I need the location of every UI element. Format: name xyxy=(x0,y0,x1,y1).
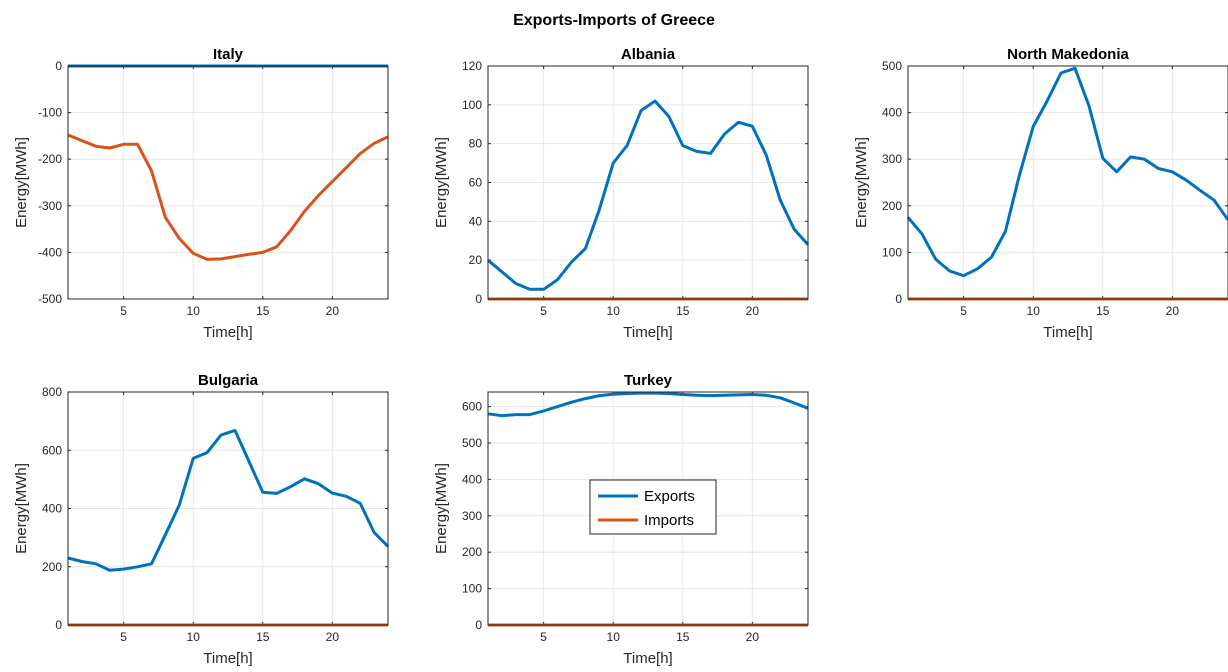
y-tick-label: 300 xyxy=(882,152,902,166)
y-tick-label: 400 xyxy=(882,106,902,120)
subplots: 5 10 15 20 -500 -400 -300 -200 -100 0 Italy Time[h]… xyxy=(13,46,1228,667)
subplot-title: Italy xyxy=(213,46,244,63)
y-tick-label: 80 xyxy=(469,137,483,151)
axes-box xyxy=(67,65,389,300)
axes-box xyxy=(67,391,389,626)
y-tick-label: 40 xyxy=(469,214,483,228)
x-axis-label: Time[h] xyxy=(1043,324,1092,341)
y-tick-label: -300 xyxy=(38,199,62,213)
series-line-exports xyxy=(487,391,809,418)
subplot-bulgaria: 5 10 15 200200400600800BulgariaTime[h]Energ… xyxy=(13,372,390,667)
subplot-title: Bulgaria xyxy=(198,372,259,389)
series-line-exports xyxy=(67,428,390,572)
series-line-exports xyxy=(487,99,810,291)
y-tick-label: 300 xyxy=(462,509,482,523)
subplot-title: Albania xyxy=(621,46,676,63)
x-axis-label: Time[h] xyxy=(623,650,672,667)
y-tick-label: 0 xyxy=(895,292,902,306)
y-axis-label: Energy[MWh] xyxy=(13,137,30,228)
subplot-title: Turkey xyxy=(624,372,673,389)
x-axis-label: Time[h] xyxy=(203,650,252,667)
x-tick-label: 10 xyxy=(1027,304,1041,318)
x-tick-label: 5 xyxy=(540,630,547,644)
y-axis-label: Energy[MWh] xyxy=(13,463,30,554)
y-axis-label: Energy[MWh] xyxy=(853,137,870,228)
y-tick-label: 600 xyxy=(42,443,62,457)
x-tick-label: 10 xyxy=(187,304,201,318)
legend-label-exports: Exports xyxy=(644,488,695,505)
y-tick-label: -200 xyxy=(38,152,62,166)
y-tick-label: 500 xyxy=(462,436,482,450)
subplot-turkey: 5 10 15 200100200300400500600TurkeyTime[h]E… xyxy=(433,372,809,667)
x-tick-label: 5 xyxy=(120,304,127,318)
y-tick-label: 100 xyxy=(462,582,482,596)
x-tick-label: 5 xyxy=(120,630,127,644)
y-tick-label: 600 xyxy=(462,400,482,414)
y-tick-label: 0 xyxy=(55,618,62,632)
series-line-exports xyxy=(906,66,1228,278)
x-tick-label: 5 xyxy=(540,304,547,318)
x-tick-label: 15 xyxy=(256,630,270,644)
x-tick-label: 15 xyxy=(676,630,690,644)
legend-box xyxy=(589,479,717,535)
legend-label-imports: Imports xyxy=(644,512,694,529)
x-axis-label: Time[h] xyxy=(203,324,252,341)
y-tick-label: 0 xyxy=(475,618,482,632)
y-tick-label: 800 xyxy=(42,385,62,399)
axes-box xyxy=(487,65,809,300)
x-tick-label: 20 xyxy=(326,304,340,318)
y-tick-label: 500 xyxy=(882,59,902,73)
x-tick-label: 5 xyxy=(960,304,967,318)
subplot-albania: 5 10 15 20 0 20 40 60 80 100 120 Albania Time[h] Ener… xyxy=(433,46,810,341)
subplot-title: North Makedonia xyxy=(1007,46,1129,63)
x-tick-label: 20 xyxy=(746,630,760,644)
x-tick-label: 20 xyxy=(326,630,340,644)
legend: Exports Imports xyxy=(589,479,717,535)
axes-box xyxy=(487,391,809,626)
x-tick-label: 20 xyxy=(1166,304,1180,318)
axes-box xyxy=(907,65,1228,300)
x-tick-label: 10 xyxy=(187,630,201,644)
plot-area xyxy=(908,66,1228,299)
y-tick-label: 400 xyxy=(42,502,62,516)
y-tick-label: 0 xyxy=(55,59,62,73)
y-tick-label: 200 xyxy=(462,545,482,559)
y-tick-label: 120 xyxy=(462,59,482,73)
y-tick-label: 100 xyxy=(462,98,482,112)
subplot-italy: 5 10 15 20 -500 -400 -300 -200 -100 0 Italy Time[h]… xyxy=(13,46,389,341)
y-tick-label: -500 xyxy=(38,292,62,306)
x-tick-label: 10 xyxy=(607,304,621,318)
figure-title: Exports-Imports of Greece xyxy=(513,12,715,29)
x-tick-label: 15 xyxy=(1096,304,1110,318)
x-axis-label: Time[h] xyxy=(623,324,672,341)
x-tick-label: 15 xyxy=(676,304,690,318)
y-tick-label: -100 xyxy=(38,106,62,120)
y-axis-label: Energy[MWh] xyxy=(433,137,450,228)
y-axis-label: Energy[MWh] xyxy=(433,463,450,554)
x-tick-label: 15 xyxy=(256,304,270,318)
x-tick-label: 20 xyxy=(746,304,760,318)
y-tick-label: 20 xyxy=(469,253,483,267)
plot-area xyxy=(68,66,388,299)
y-tick-label: 200 xyxy=(42,560,62,574)
y-tick-label: 100 xyxy=(882,245,902,259)
y-tick-label: 60 xyxy=(469,176,483,190)
y-tick-label: 400 xyxy=(462,472,482,486)
series-line-imports xyxy=(67,133,389,261)
x-tick-label: 10 xyxy=(607,630,621,644)
y-tick-label: 200 xyxy=(882,199,902,213)
y-tick-label: -400 xyxy=(38,245,62,259)
y-tick-label: 0 xyxy=(475,292,482,306)
